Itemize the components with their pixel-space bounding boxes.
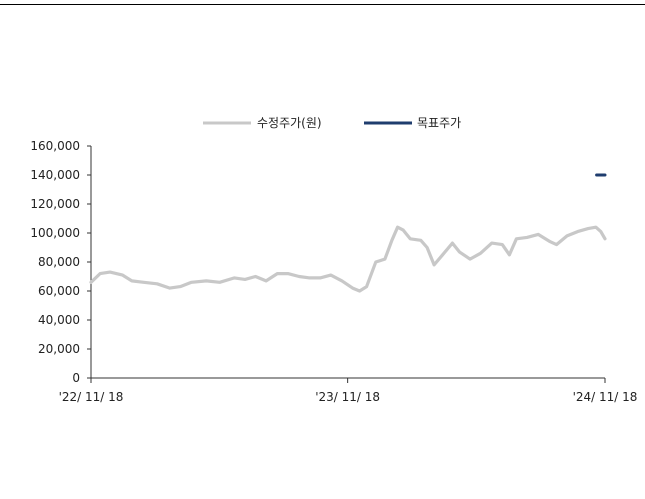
series-layer	[89, 173, 607, 293]
y-tick-label: 120,000	[30, 197, 80, 211]
y-tick-label: 100,000	[30, 226, 80, 240]
y-tick-label: 80,000	[38, 255, 80, 269]
adjusted-price-line	[89, 225, 607, 293]
y-tick-label: 20,000	[38, 342, 80, 356]
legend-label: 목표주가	[417, 116, 461, 130]
top-rule	[0, 4, 645, 5]
y-tick-label: 40,000	[38, 313, 80, 327]
y-tick-label: 140,000	[30, 168, 80, 182]
y-tick-label: 0	[72, 371, 80, 385]
x-tick-label: '22/ 11/ 18	[59, 390, 124, 404]
axes: 0 20,000 40,000 60,000 80,000 100,000 120,000 1…	[30, 139, 637, 404]
x-tick-label: '23/ 11/ 18	[315, 390, 380, 404]
x-tick-label: '24/ 11/ 18	[573, 390, 638, 404]
y-tick-label: 60,000	[38, 284, 80, 298]
legend-label: 수정주가(원)	[257, 116, 322, 130]
y-tick-label: 160,000	[30, 139, 80, 153]
legend: 수정주가(원) 목표주가	[203, 116, 461, 130]
